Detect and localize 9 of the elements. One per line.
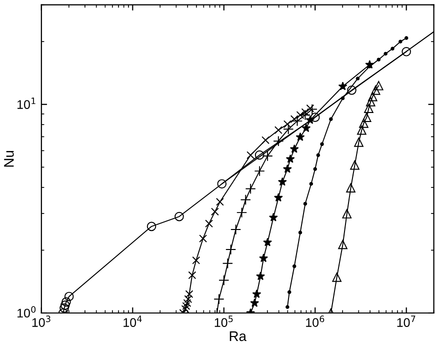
- y-tick-label: 10$^{0}$: [18, 306, 36, 318]
- y-tick-label: 10$^{1}$: [18, 98, 36, 109]
- x-tick-label: 10$^{7}$: [397, 316, 416, 327]
- x-tick-label: 10$^{4}$: [124, 316, 142, 327]
- x-tick-label: 10$^{5}$: [214, 316, 233, 327]
- x-axis-title: Ra: [230, 331, 246, 342]
- y-axis-title: Nu: [4, 150, 14, 167]
- x-tick-label: 10$^{6}$: [306, 316, 324, 327]
- x-tick-label: 10$^{3}$: [32, 316, 50, 327]
